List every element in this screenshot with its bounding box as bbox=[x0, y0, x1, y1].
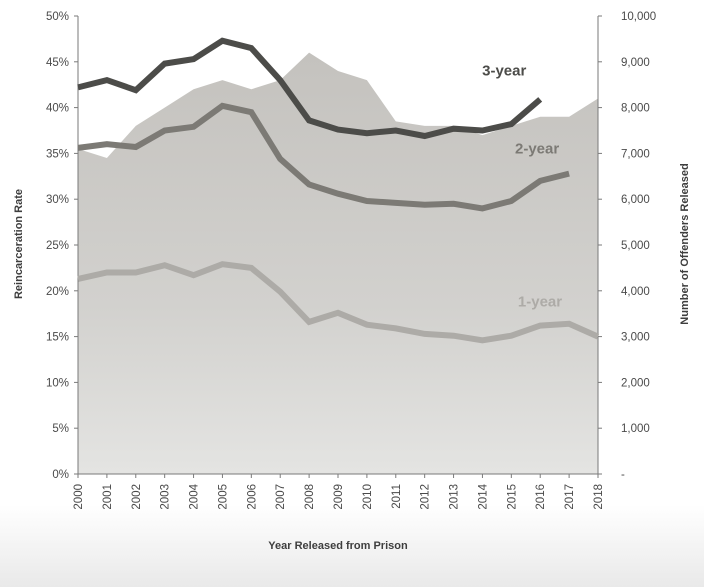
y-axis-title: Reincarceration Rate bbox=[13, 189, 25, 299]
axes-layer: 0% 5% 10% 15% 20% 25% 30% 35% 40% 45% 50% - 1,000 2,0… bbox=[46, 11, 656, 510]
x-tick-label: 2005 bbox=[217, 484, 229, 510]
y2-axis-title: Number of Offenders Released bbox=[679, 163, 691, 324]
y-tick-label: 45% bbox=[46, 57, 69, 69]
x-tick-label: 2014 bbox=[477, 483, 489, 509]
series-line-2-year bbox=[77, 102, 570, 212]
x-axis-title: Year Released from Prison bbox=[268, 540, 408, 552]
x-tick-label: 2017 bbox=[564, 484, 576, 510]
y2-tick-label: - bbox=[621, 469, 625, 481]
x-tick-label: 2016 bbox=[535, 484, 547, 510]
series-line-1-year bbox=[77, 261, 600, 344]
y2-tick-label: 8,000 bbox=[621, 103, 650, 115]
x-tick-label: 2004 bbox=[189, 483, 201, 509]
y2-tick-label: 7,000 bbox=[621, 148, 650, 160]
y-tick-label: 10% bbox=[46, 377, 69, 389]
y-tick-label: 20% bbox=[46, 286, 69, 298]
y2-tick-label: 6,000 bbox=[621, 194, 650, 206]
offenders-released-area bbox=[78, 52, 598, 474]
y-tick-label: 15% bbox=[46, 332, 69, 344]
series-layer bbox=[77, 37, 600, 344]
x-tick-label: 2007 bbox=[275, 484, 287, 510]
y2-tick-label: 2,000 bbox=[621, 377, 650, 389]
y-tick-label: 30% bbox=[46, 194, 69, 206]
x-tick-label: 2002 bbox=[131, 484, 143, 510]
x-tick-label: 2008 bbox=[304, 484, 316, 510]
series-line-3-year bbox=[77, 37, 543, 140]
x-tick-label: 2018 bbox=[593, 484, 605, 510]
y2-tick-label: 9,000 bbox=[621, 57, 650, 69]
y-tick-label: 40% bbox=[46, 103, 69, 115]
x-tick-label: 2001 bbox=[102, 484, 114, 510]
series-label-1-year: 1-year bbox=[518, 294, 562, 311]
series-label-3-year: 3-year bbox=[482, 62, 526, 79]
y2-tick-label: 3,000 bbox=[621, 332, 650, 344]
x-tick-label: 2011 bbox=[391, 484, 403, 509]
y-tick-label: 0% bbox=[52, 469, 69, 481]
series-label-2-year: 2-year bbox=[515, 141, 559, 158]
series-label-layer: 3-year 2-year 1-year bbox=[482, 62, 562, 310]
y-tick-label: 35% bbox=[46, 148, 69, 160]
x-tick-label: 2012 bbox=[420, 484, 432, 510]
x-tick-label: 2015 bbox=[506, 484, 518, 510]
y-tick-label: 25% bbox=[46, 240, 69, 252]
y2-tick-label: 10,000 bbox=[621, 11, 656, 23]
x-tick-label: 2000 bbox=[73, 484, 85, 510]
y2-tick-label: 1,000 bbox=[621, 423, 650, 435]
y-tick-label: 50% bbox=[46, 11, 69, 23]
x-tick-label: 2003 bbox=[160, 484, 172, 510]
x-tick-label: 2006 bbox=[246, 484, 258, 510]
x-tick-label: 2009 bbox=[333, 484, 345, 510]
y2-tick-label: 4,000 bbox=[621, 286, 650, 298]
offenders-released-area-layer bbox=[78, 52, 598, 474]
x-tick-label: 2013 bbox=[449, 484, 461, 510]
x-tick-label: 2010 bbox=[362, 484, 374, 510]
y-tick-label: 5% bbox=[52, 423, 69, 435]
y2-tick-label: 5,000 bbox=[621, 240, 650, 252]
